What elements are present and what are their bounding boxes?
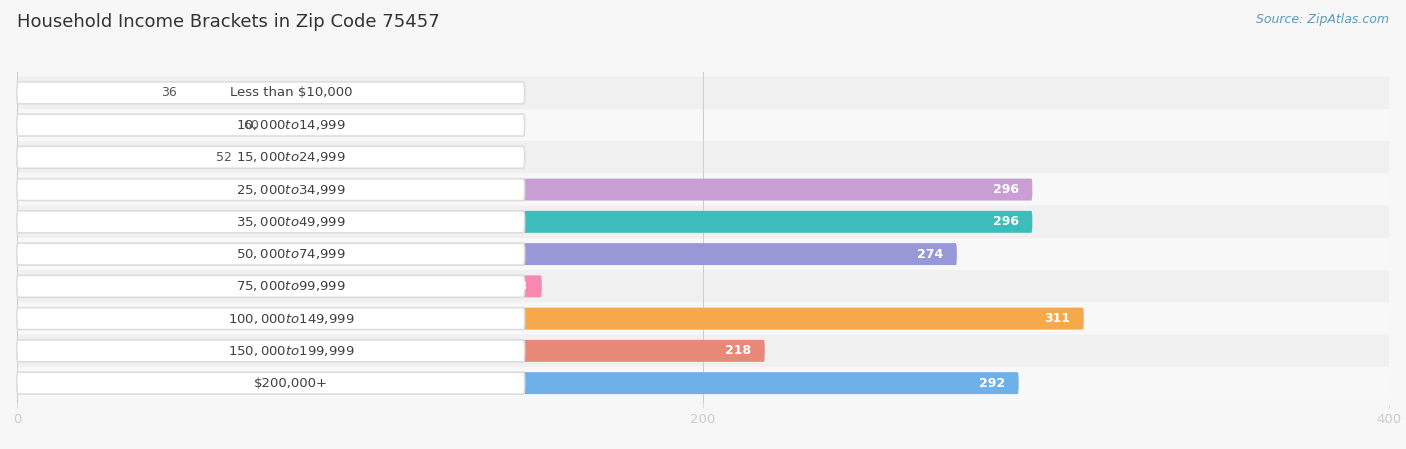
- FancyBboxPatch shape: [17, 372, 524, 394]
- Text: $35,000 to $49,999: $35,000 to $49,999: [236, 215, 346, 229]
- FancyBboxPatch shape: [17, 141, 1389, 173]
- FancyBboxPatch shape: [17, 211, 524, 233]
- Text: 218: 218: [725, 344, 751, 357]
- FancyBboxPatch shape: [17, 243, 957, 265]
- FancyBboxPatch shape: [17, 275, 541, 297]
- FancyBboxPatch shape: [17, 109, 1389, 141]
- FancyBboxPatch shape: [17, 275, 524, 297]
- FancyBboxPatch shape: [17, 179, 1032, 201]
- FancyBboxPatch shape: [17, 173, 1389, 206]
- Text: 153: 153: [502, 280, 529, 293]
- FancyBboxPatch shape: [17, 303, 1389, 335]
- Text: $100,000 to $149,999: $100,000 to $149,999: [228, 312, 354, 326]
- FancyBboxPatch shape: [17, 82, 141, 104]
- Text: $15,000 to $24,999: $15,000 to $24,999: [236, 150, 346, 164]
- FancyBboxPatch shape: [17, 243, 524, 265]
- Text: 296: 296: [993, 216, 1018, 229]
- Text: $150,000 to $199,999: $150,000 to $199,999: [228, 344, 354, 358]
- Text: $200,000+: $200,000+: [254, 377, 329, 390]
- FancyBboxPatch shape: [17, 308, 524, 330]
- FancyBboxPatch shape: [17, 340, 765, 362]
- Text: 292: 292: [979, 377, 1005, 390]
- FancyBboxPatch shape: [17, 308, 1084, 330]
- Text: $25,000 to $34,999: $25,000 to $34,999: [236, 183, 346, 197]
- FancyBboxPatch shape: [17, 114, 524, 136]
- FancyBboxPatch shape: [17, 146, 524, 168]
- Text: Household Income Brackets in Zip Code 75457: Household Income Brackets in Zip Code 75…: [17, 13, 440, 31]
- Text: $75,000 to $99,999: $75,000 to $99,999: [236, 279, 346, 293]
- FancyBboxPatch shape: [17, 211, 1032, 233]
- Text: Less than $10,000: Less than $10,000: [231, 86, 353, 99]
- FancyBboxPatch shape: [17, 82, 524, 104]
- FancyBboxPatch shape: [17, 179, 524, 201]
- Text: 296: 296: [993, 183, 1018, 196]
- Text: 311: 311: [1043, 312, 1070, 325]
- FancyBboxPatch shape: [17, 77, 1389, 109]
- FancyBboxPatch shape: [17, 335, 1389, 367]
- FancyBboxPatch shape: [17, 238, 1389, 270]
- Text: Source: ZipAtlas.com: Source: ZipAtlas.com: [1256, 13, 1389, 26]
- Text: $10,000 to $14,999: $10,000 to $14,999: [236, 118, 346, 132]
- FancyBboxPatch shape: [17, 146, 195, 168]
- Text: 60: 60: [243, 119, 259, 132]
- Text: 36: 36: [160, 86, 177, 99]
- FancyBboxPatch shape: [17, 270, 1389, 303]
- FancyBboxPatch shape: [17, 372, 1018, 394]
- FancyBboxPatch shape: [17, 114, 222, 136]
- Text: 274: 274: [917, 247, 943, 260]
- FancyBboxPatch shape: [17, 340, 524, 362]
- FancyBboxPatch shape: [17, 367, 1389, 399]
- Text: $50,000 to $74,999: $50,000 to $74,999: [236, 247, 346, 261]
- FancyBboxPatch shape: [17, 206, 1389, 238]
- Text: 52: 52: [217, 151, 232, 164]
